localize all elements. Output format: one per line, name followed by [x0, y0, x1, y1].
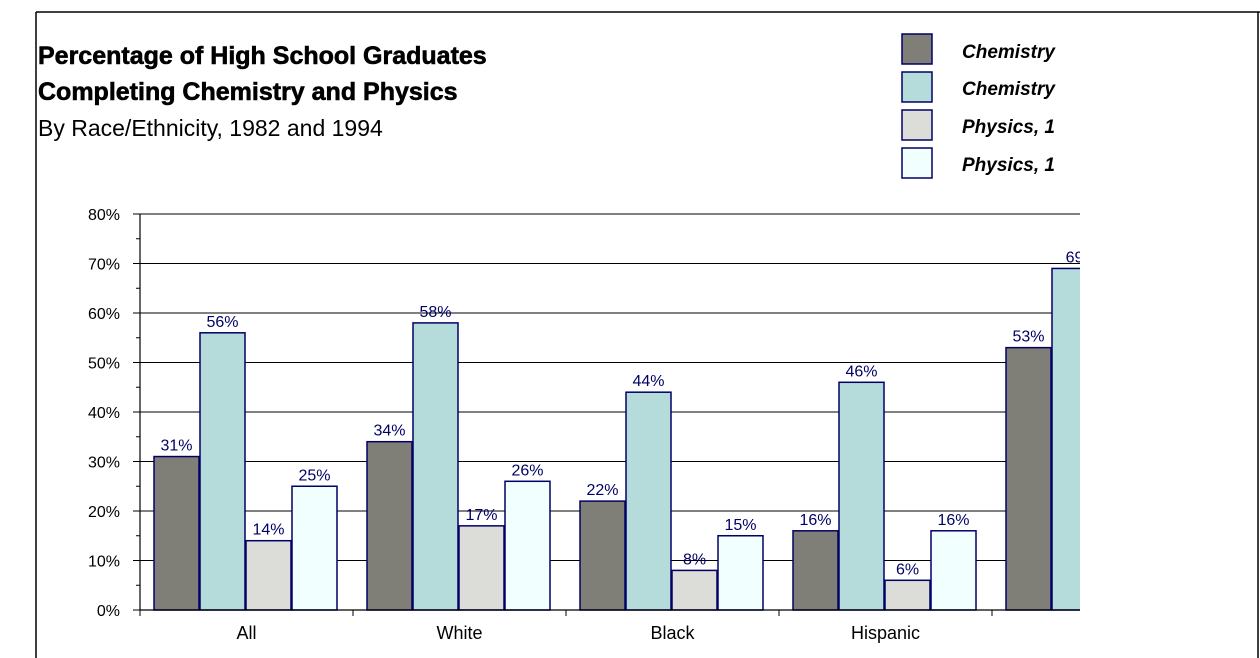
y-tick-labels: 0% 10% 20% 30% 40% 50% 60% 70% 80% — [88, 207, 120, 620]
category-label-1: White — [436, 623, 482, 643]
data-label-1-2: 17% — [465, 507, 497, 524]
data-label-1-1: 58% — [419, 304, 451, 321]
data-label-4-1: 69 — [1066, 249, 1084, 266]
y-tick-label-6: 60% — [88, 306, 120, 323]
data-labels: 31% 56% 14% 25% 34% 58% 17% 26% 22% 44% 8% 15% 16% 46… — [160, 249, 1084, 578]
x-category-labels: All White Black Hispanic A — [236, 623, 1104, 643]
legend-label-2: Physics, 1 — [962, 117, 1055, 138]
y-tick-label-5: 50% — [88, 356, 120, 373]
legend: Chemistry Chemistry Physics, 1 Physics, … — [901, 33, 1056, 179]
y-tick-label-3: 30% — [88, 455, 120, 472]
y-tick-label-1: 10% — [88, 554, 120, 571]
bar-4-0 — [1005, 346, 1052, 611]
bar-2-3 — [717, 535, 764, 611]
bar-2-1 — [625, 391, 672, 611]
data-label-4-0: 53% — [1012, 329, 1044, 346]
legend-swatch-1 — [901, 71, 933, 103]
data-label-2-3: 15% — [724, 517, 756, 534]
bar-0-2 — [245, 539, 292, 611]
bar-1-1 — [412, 322, 459, 611]
data-label-3-1: 46% — [845, 363, 877, 380]
bar-0-0 — [153, 455, 200, 611]
legend-swatch-3 — [901, 147, 933, 179]
bar-1-2 — [458, 525, 505, 611]
bar-3-0 — [792, 530, 839, 611]
category-label-4: A — [1092, 623, 1104, 643]
data-label-3-2: 6% — [896, 561, 919, 578]
bars — [153, 267, 1080, 611]
category-label-2: Black — [650, 623, 695, 643]
data-label-1-3: 26% — [511, 462, 543, 479]
bar-3-1 — [838, 381, 885, 611]
category-label-0: All — [236, 623, 256, 643]
data-label-2-0: 22% — [586, 482, 618, 499]
data-label-0-2: 14% — [252, 522, 284, 539]
y-tick-label-4: 40% — [88, 405, 120, 422]
bar-3-3 — [930, 530, 977, 611]
bar-4-1 — [1051, 267, 1080, 611]
data-label-0-0: 31% — [160, 438, 192, 455]
bar-3-2 — [884, 579, 931, 611]
bar-2-0 — [579, 500, 626, 611]
legend-swatch-2 — [901, 109, 933, 141]
data-label-2-1: 44% — [632, 373, 664, 390]
chart-title-line1: Percentage of High School Graduates — [38, 42, 487, 70]
data-label-0-3: 25% — [298, 467, 330, 484]
axes — [133, 213, 1080, 616]
legend-label-0: Chemistry — [962, 42, 1056, 63]
legend-label-1: Chemistry — [962, 79, 1056, 100]
bar-0-1 — [199, 332, 246, 611]
bar-1-0 — [366, 440, 413, 611]
y-tick-label-7: 70% — [88, 257, 120, 274]
data-label-1-0: 34% — [373, 423, 405, 440]
chart-title-line2: Completing Chemistry and Physics — [38, 78, 458, 106]
legend-label-3: Physics, 1 — [962, 155, 1055, 176]
data-label-3-0: 16% — [799, 512, 831, 529]
y-tick-label-2: 20% — [88, 504, 120, 521]
bar-2-2 — [671, 569, 718, 611]
chart-subtitle: By Race/Ethnicity, 1982 and 1994 — [38, 115, 383, 141]
bar-0-3 — [291, 485, 338, 611]
category-label-3: Hispanic — [851, 623, 920, 643]
bar-1-3 — [504, 480, 551, 611]
y-tick-label-8: 80% — [88, 207, 120, 224]
data-label-0-1: 56% — [206, 314, 238, 331]
legend-swatch-0 — [901, 33, 933, 65]
data-label-3-3: 16% — [937, 512, 969, 529]
data-label-2-2: 8% — [683, 551, 706, 568]
y-tick-label-0: 0% — [97, 603, 120, 620]
